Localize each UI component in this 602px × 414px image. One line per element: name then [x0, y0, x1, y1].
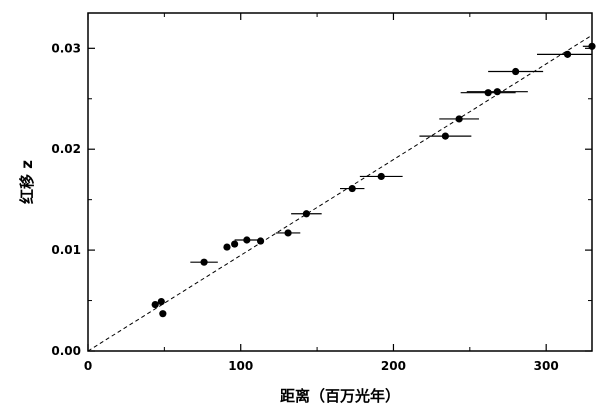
data-point [151, 300, 159, 309]
data-point [284, 229, 292, 237]
y-tick-label: 0.00 [51, 344, 81, 358]
data-point [302, 210, 310, 218]
x-tick-label: 100 [228, 359, 253, 373]
y-tick-label: 0.03 [51, 41, 81, 55]
axis-tick-labels: 0 100 200 300 0.00 0.01 0.02 0.03 [51, 41, 558, 373]
data-point [256, 237, 265, 245]
data-point [200, 258, 208, 266]
data-point [159, 310, 167, 318]
x-tick-label: 300 [534, 359, 559, 373]
x-tick-label: 200 [381, 359, 406, 373]
x-axis-label: 距离（百万光年） [280, 387, 400, 405]
axis-ticks [87, 13, 592, 352]
x-tick-label: 0 [84, 359, 92, 373]
y-tick-label: 0.01 [51, 243, 81, 257]
fit-line [87, 34, 593, 352]
y-tick-label: 0.02 [51, 142, 81, 156]
data-point [231, 240, 239, 248]
data-point [563, 50, 572, 58]
data-point [588, 42, 596, 50]
data-point [493, 88, 501, 96]
plot-frame [87, 12, 593, 352]
data-points [151, 42, 596, 318]
data-point [512, 67, 520, 76]
y-axis-label: 红移 z [18, 160, 36, 204]
data-point [223, 243, 231, 251]
data-point [455, 115, 463, 123]
data-point [243, 236, 251, 244]
data-point [484, 89, 492, 97]
data-point [377, 172, 385, 181]
data-point [441, 132, 449, 140]
data-point [348, 184, 356, 193]
data-point [157, 297, 165, 306]
